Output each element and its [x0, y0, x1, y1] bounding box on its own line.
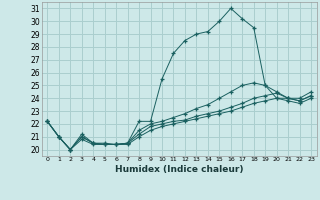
X-axis label: Humidex (Indice chaleur): Humidex (Indice chaleur)	[115, 165, 244, 174]
